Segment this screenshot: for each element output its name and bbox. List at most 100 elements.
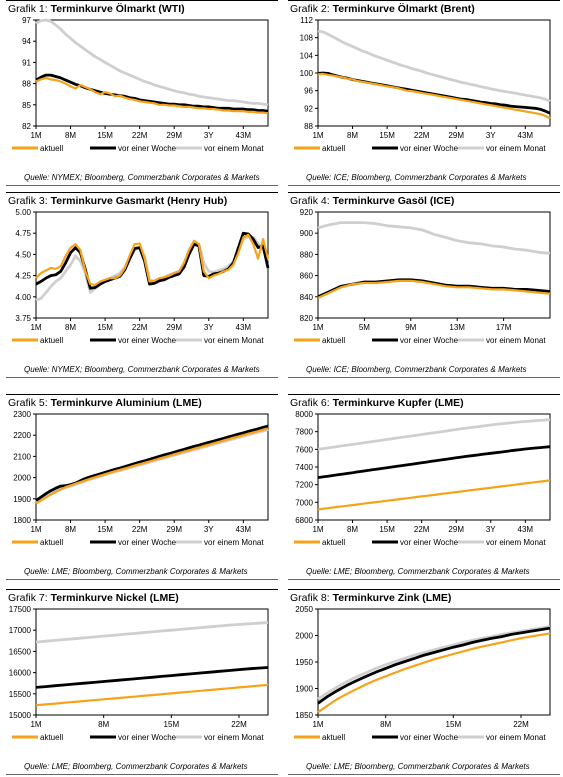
legend-label: aktuell <box>322 144 345 153</box>
y-tick-label: 17500 <box>9 605 32 614</box>
x-tick-label: 1M <box>312 323 323 332</box>
y-tick-label: 112 <box>300 16 313 25</box>
chart-source: Quelle: LME; Bloomberg, Commerzbank Corp… <box>306 762 530 771</box>
plot-frame <box>35 413 269 521</box>
legend-label: aktuell <box>322 538 345 547</box>
chart-title-text: Terminkurve Kupfer (LME) <box>329 397 464 409</box>
y-tick-label: 840 <box>300 293 314 302</box>
x-tick-label: 43M <box>518 525 534 534</box>
x-tick-label: 22M <box>513 720 529 729</box>
chart-svg: 1800 1900 2000 2100 2200 2300 1M 8M 15M 22M 29M 3Y 4… <box>12 410 269 547</box>
panel-top-rule <box>6 192 278 193</box>
plot-frame <box>35 19 269 127</box>
series-line-3 <box>317 29 551 103</box>
x-tick-label: 1M <box>30 323 41 332</box>
legend-label: vor einer Woche <box>400 144 459 153</box>
panel-top-rule <box>288 0 560 1</box>
x-tick-label: 15M <box>379 525 395 534</box>
y-tick-label: 7800 <box>295 428 313 437</box>
series-line-3 <box>35 18 269 107</box>
legend-label: vor einer Woche <box>118 336 177 345</box>
chart-title-text: Terminkurve Ölmarkt (Brent) <box>329 3 475 15</box>
y-tick-label: 97 <box>22 16 31 25</box>
y-tick-label: 15500 <box>9 690 32 699</box>
x-tick-label: 3Y <box>486 131 496 140</box>
panel-top-rule <box>288 589 560 590</box>
legend-label: vor einer Woche <box>400 733 459 742</box>
x-tick-label: 22M <box>132 525 148 534</box>
series-line-1 <box>35 427 269 505</box>
chart-source: Quelle: ICE; Bloomberg, Commerzbank Corp… <box>306 173 527 182</box>
legend-label: vor einem Monat <box>204 538 264 547</box>
panel-bottom-rule <box>6 579 278 580</box>
chart-svg: 15000 15500 16000 16500 17000 17500 1M 8M 15M 22M… <box>9 605 269 742</box>
x-tick-label: 15M <box>164 720 180 729</box>
chart-title: Grafik 2: Terminkurve Ölmarkt (Brent) <box>290 3 475 15</box>
x-tick-label: 3Y <box>204 323 214 332</box>
panel-top-rule <box>288 192 560 193</box>
series-line-1 <box>35 76 269 115</box>
x-tick-label: 1M <box>312 525 323 534</box>
chart-svg: 88 92 96 100 104 108 112 1M 8M 15M 22M 29M 3Y 43M aktu… <box>294 16 551 153</box>
chart-title: Grafik 8: Terminkurve Zink (LME) <box>290 592 451 604</box>
legend-label: vor einer Woche <box>118 144 177 153</box>
y-tick-label: 91 <box>22 58 31 67</box>
y-tick-label: 4.50 <box>15 250 31 259</box>
y-tick-label: 4.00 <box>15 293 31 302</box>
chart-source: Quelle: NYMEX; Bloomberg, Commerzbank Co… <box>24 365 260 374</box>
chart-title: Grafik 5: Terminkurve Aluminium (LME) <box>8 397 202 409</box>
y-tick-label: 104 <box>300 51 314 60</box>
x-tick-label: 22M <box>414 525 430 534</box>
y-tick-label: 85 <box>22 101 31 110</box>
chart-panel-4: Grafik 4: Terminkurve Gasöl (ICE) 820 840 8… <box>288 192 560 380</box>
y-tick-label: 88 <box>22 80 31 89</box>
x-tick-label: 15M <box>97 525 113 534</box>
chart-title-text: Terminkurve Zink (LME) <box>329 592 452 604</box>
series-line-1 <box>317 479 551 511</box>
y-tick-label: 2300 <box>13 410 31 419</box>
x-tick-label: 43M <box>518 131 534 140</box>
x-tick-label: 8M <box>347 525 358 534</box>
legend-label: aktuell <box>40 538 63 547</box>
x-tick-label: 8M <box>65 525 76 534</box>
y-tick-label: 108 <box>300 34 314 43</box>
chart-panel-2: Grafik 2: Terminkurve Ölmarkt (Brent) 88 9… <box>288 0 560 188</box>
x-tick-label: 29M <box>166 131 182 140</box>
y-tick-label: 2200 <box>13 431 31 440</box>
y-tick-label: 3.75 <box>15 314 31 323</box>
chart-source: Quelle: LME; Bloomberg, Commerzbank Corp… <box>24 567 248 576</box>
chart-svg: 82 85 88 91 94 97 1M 8M 15M 22M 29M 3Y 43M aktuell vor… <box>12 16 269 153</box>
x-tick-label: 15M <box>446 720 462 729</box>
panel-bottom-rule <box>288 579 560 580</box>
y-tick-label: 88 <box>304 122 313 131</box>
x-tick-label: 1M <box>312 720 323 729</box>
x-tick-label: 15M <box>97 323 113 332</box>
x-tick-label: 9M <box>405 323 416 332</box>
chart-title-text: Terminkurve Nickel (LME) <box>47 592 179 604</box>
series-line-1 <box>317 279 551 299</box>
chart-panel-7: Grafik 7: Terminkurve Nickel (LME) 15000 1… <box>6 589 278 777</box>
y-tick-label: 16000 <box>9 669 32 678</box>
x-tick-label: 17M <box>496 323 512 332</box>
y-tick-label: 7200 <box>295 481 313 490</box>
y-tick-label: 880 <box>300 250 314 259</box>
x-tick-label: 15M <box>97 131 113 140</box>
y-tick-label: 4.25 <box>15 272 31 281</box>
y-tick-label: 820 <box>300 314 314 323</box>
y-tick-label: 15000 <box>9 711 32 720</box>
chart-panel-6: Grafik 6: Terminkurve Kupfer (LME) 6800 70… <box>288 394 560 582</box>
panel-bottom-rule <box>6 185 278 186</box>
panel-bottom-rule <box>288 185 560 186</box>
series-line-1 <box>35 683 269 707</box>
chart-number: Grafik 8: <box>290 592 330 604</box>
x-tick-label: 5M <box>359 323 370 332</box>
chart-panel-8: Grafik 8: Terminkurve Zink (LME) 1850 1900… <box>288 589 560 777</box>
chart-title-text: Terminkurve Aluminium (LME) <box>47 397 202 409</box>
legend-label: vor einem Monat <box>204 144 264 153</box>
series-line-2 <box>317 626 551 705</box>
series-line-1 <box>317 72 551 120</box>
x-tick-label: 22M <box>132 131 148 140</box>
chart-svg: 6800 7000 7200 7400 7600 7800 8000 1M 8M 15M 22M 29… <box>294 410 551 547</box>
panel-bottom-rule <box>6 377 278 378</box>
x-tick-label: 1M <box>30 525 41 534</box>
